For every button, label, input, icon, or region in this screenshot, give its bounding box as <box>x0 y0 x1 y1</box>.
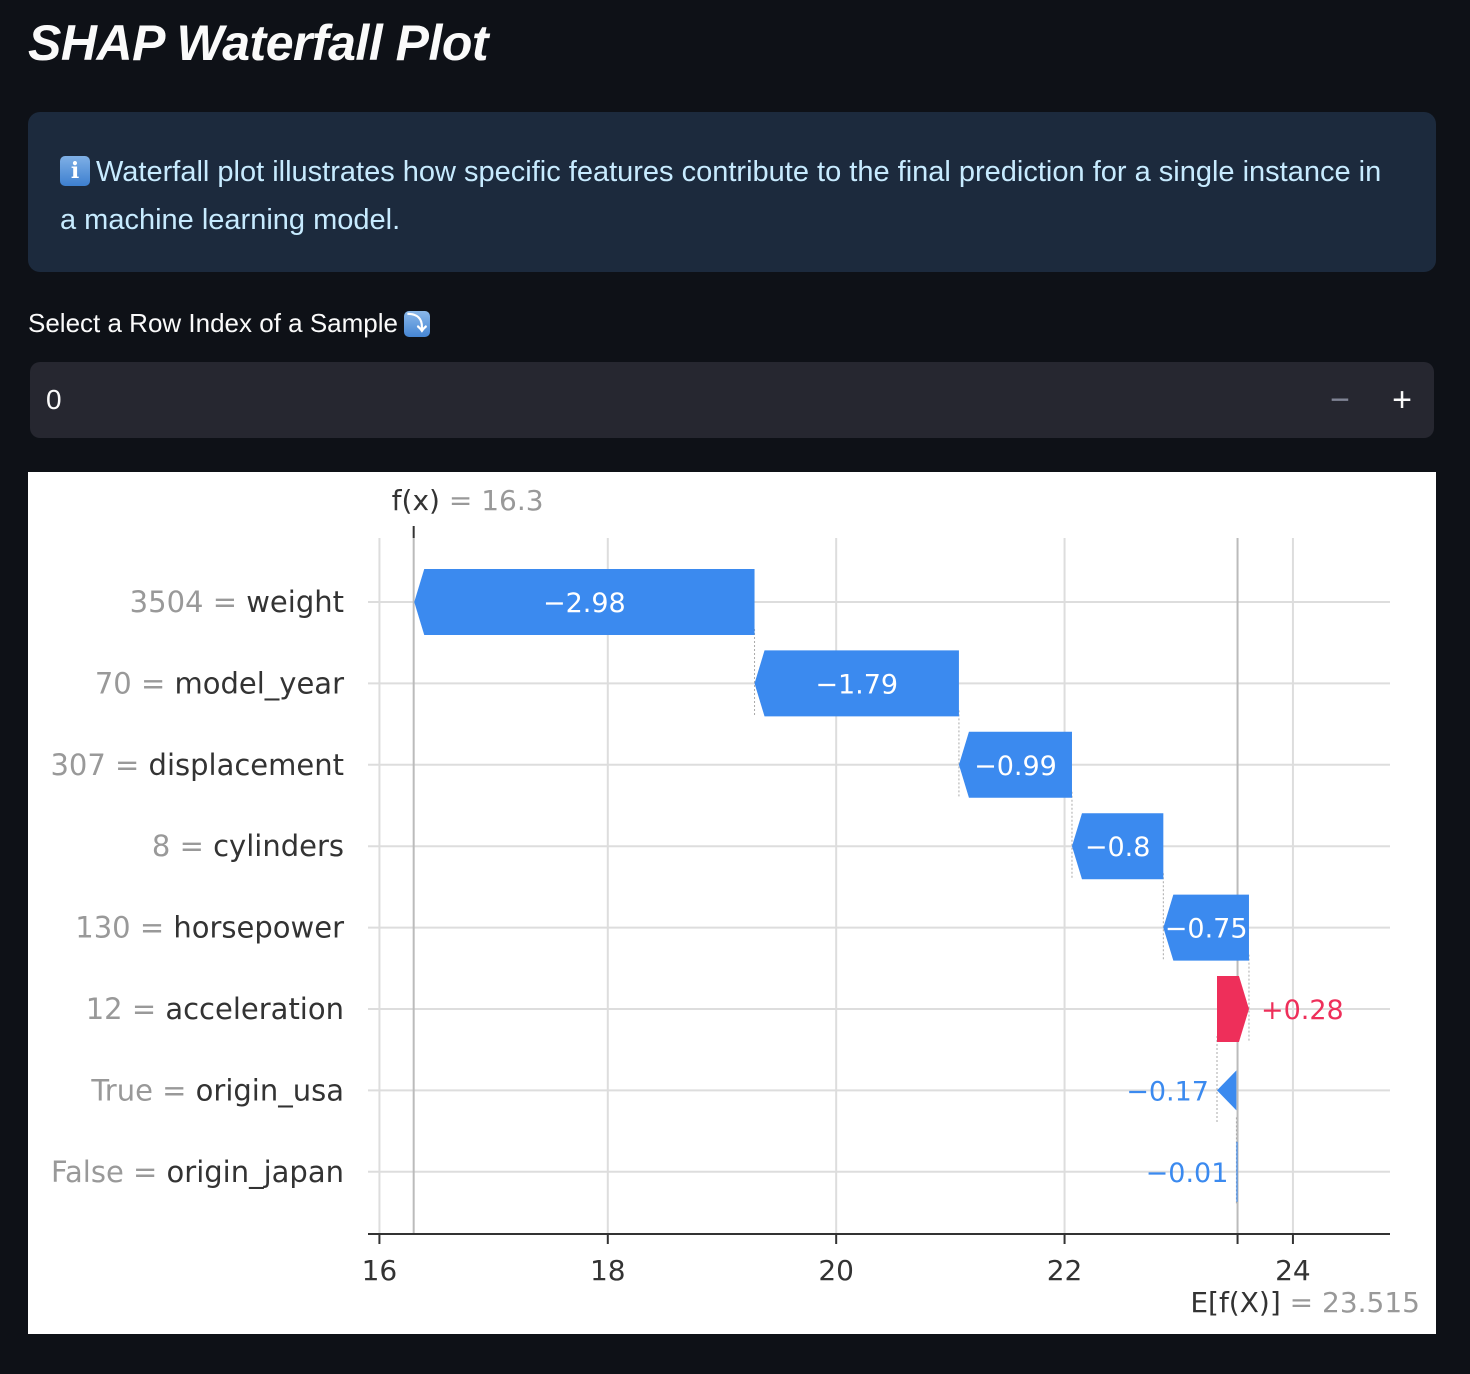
shap-bar-displacement <box>958 731 1072 798</box>
x-tick-label: 16 <box>362 1254 398 1287</box>
fx-label: f(x) = 16.3 <box>392 484 544 517</box>
waterfall-chart: −2.98 3504 = weight −1.79 70 = model_year −0… <box>50 484 1420 1319</box>
shap-value-label: −0.01 <box>1146 1158 1229 1189</box>
feature-label: False = origin_japan <box>51 1155 344 1189</box>
shap-bar-origin_japan <box>1236 1141 1238 1202</box>
row-index-label-text: Select a Row Index of a Sample <box>28 308 398 338</box>
fx-name: f(x) <box>392 484 449 517</box>
feature-name: model_year <box>175 666 345 700</box>
feature-value: 12 = <box>86 992 166 1026</box>
row-index-label: Select a Row Index of a Sample ⤵ <box>28 308 430 339</box>
shap-value-label: −0.75 <box>1165 914 1248 945</box>
shap-value-label: +0.28 <box>1261 995 1344 1026</box>
feature-label: 307 = displacement <box>50 748 344 782</box>
feature-name: origin_japan <box>167 1155 344 1189</box>
feature-value: True = <box>90 1073 195 1107</box>
waterfall-chart-panel: −2.98 3504 = weight −1.79 70 = model_year −0… <box>28 472 1436 1334</box>
feature-value: 130 = <box>75 911 173 945</box>
feature-name: origin_usa <box>196 1073 344 1107</box>
x-tick-label: 18 <box>590 1254 626 1287</box>
feature-label: 70 = model_year <box>95 666 344 700</box>
shap-value-label: −0.99 <box>974 751 1057 782</box>
feature-label: 12 = acceleration <box>86 992 344 1026</box>
x-tick-label: 20 <box>818 1254 854 1287</box>
feature-name: acceleration <box>165 992 344 1026</box>
shap-bar-weight <box>414 569 755 635</box>
arrow-down-right-icon: ⤵ <box>403 311 430 337</box>
base-value-number: = 23.515 <box>1290 1286 1420 1319</box>
feature-name: horsepower <box>173 911 344 945</box>
feature-value: 307 = <box>50 748 148 782</box>
feature-name: weight <box>246 585 344 619</box>
shap-bar-acceleration <box>1217 976 1249 1042</box>
feature-name: cylinders <box>213 829 344 863</box>
shap-bar-origin_usa <box>1217 1070 1237 1111</box>
row-index-input[interactable] <box>46 362 1246 438</box>
feature-label: 130 = horsepower <box>75 911 344 945</box>
feature-value: 8 = <box>152 829 213 863</box>
row-index-number-input: − + <box>30 362 1434 438</box>
feature-name: displacement <box>149 748 344 782</box>
base-value-name: E[f(X)] <box>1190 1286 1289 1319</box>
feature-value: 70 = <box>95 666 175 700</box>
feature-label: True = origin_usa <box>90 1073 344 1107</box>
page-title: SHAP Waterfall Plot <box>28 15 489 71</box>
shap-bar-cylinders <box>1071 813 1164 880</box>
shap-bar-horsepower <box>1163 894 1249 961</box>
shap-value-label: −0.17 <box>1126 1076 1209 1107</box>
increment-button[interactable]: + <box>1378 376 1426 424</box>
info-text: Waterfall plot illustrates how specific … <box>60 156 1382 236</box>
information-icon: i <box>60 156 90 186</box>
fx-number: = 16.3 <box>449 484 544 517</box>
feature-label: 8 = cylinders <box>152 829 344 863</box>
shap-value-label: −0.8 <box>1085 832 1151 863</box>
x-tick-label: 24 <box>1275 1254 1311 1287</box>
shap-value-label: −2.98 <box>543 588 626 619</box>
info-box: i Waterfall plot illustrates how specific… <box>28 112 1436 272</box>
shap-value-label: −1.79 <box>815 669 898 700</box>
x-tick-label: 22 <box>1047 1254 1083 1287</box>
shap-bar-model_year <box>754 650 959 717</box>
feature-value: False = <box>51 1155 167 1189</box>
base-value-label: E[f(X)] = 23.515 <box>1190 1286 1420 1319</box>
decrement-button[interactable]: − <box>1316 376 1364 424</box>
feature-label: 3504 = weight <box>130 585 344 619</box>
feature-value: 3504 = <box>130 585 247 619</box>
